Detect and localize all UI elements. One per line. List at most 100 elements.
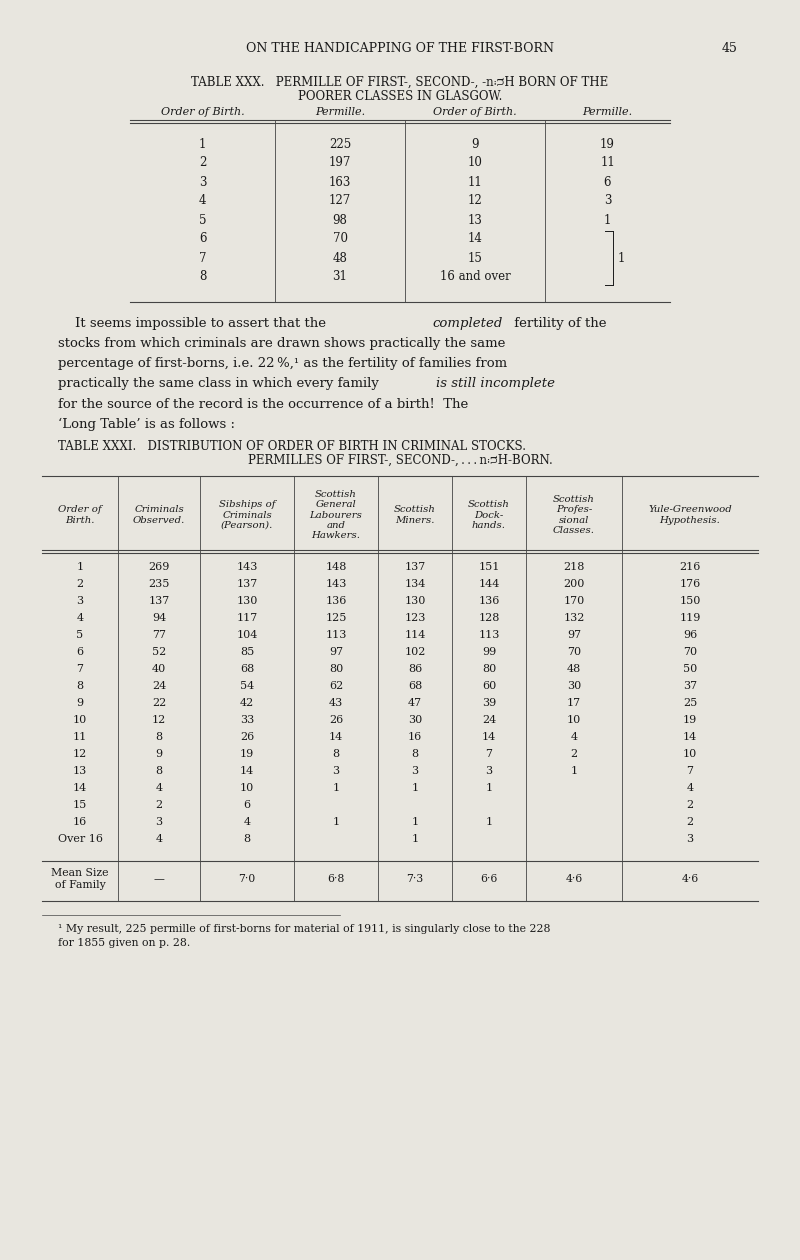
Text: 3: 3: [486, 766, 493, 776]
Text: Order of
Birth.: Order of Birth.: [58, 505, 102, 524]
Text: 97: 97: [329, 646, 343, 656]
Text: 102: 102: [404, 646, 426, 656]
Text: for the source of the record is the occurrence of a birth!  The: for the source of the record is the occu…: [58, 397, 468, 411]
Text: 19: 19: [683, 714, 697, 724]
Text: ¹ My result, 225 permille of first-borns for material of 1911, is singularly clo: ¹ My result, 225 permille of first-borns…: [58, 924, 550, 934]
Text: 6·8: 6·8: [327, 874, 345, 885]
Text: 31: 31: [333, 271, 347, 284]
Text: 6: 6: [604, 175, 611, 189]
Text: 1: 1: [333, 782, 339, 793]
Text: 6: 6: [243, 800, 250, 810]
Text: 1: 1: [77, 562, 83, 572]
Text: 143: 143: [236, 562, 258, 572]
Text: 97: 97: [567, 630, 581, 640]
Text: 40: 40: [152, 664, 166, 674]
Text: 26: 26: [329, 714, 343, 724]
Text: 128: 128: [478, 614, 500, 622]
Text: 113: 113: [478, 630, 500, 640]
Text: 14: 14: [467, 233, 482, 246]
Text: 6·6: 6·6: [480, 874, 498, 885]
Text: 24: 24: [152, 680, 166, 690]
Text: ON THE HANDICAPPING OF THE FIRST-BORN: ON THE HANDICAPPING OF THE FIRST-BORN: [246, 42, 554, 54]
Text: 4: 4: [77, 614, 83, 622]
Text: 10: 10: [567, 714, 581, 724]
Text: Yule-Greenwood
Hypothesis.: Yule-Greenwood Hypothesis.: [648, 505, 732, 524]
Text: 216: 216: [679, 562, 701, 572]
Text: 114: 114: [404, 630, 426, 640]
Text: 2: 2: [199, 156, 206, 170]
Text: 99: 99: [482, 646, 496, 656]
Text: Scottish
Profes-
sional
Classes.: Scottish Profes- sional Classes.: [553, 495, 595, 536]
Text: 10: 10: [73, 714, 87, 724]
Text: 136: 136: [478, 596, 500, 606]
Text: 16: 16: [73, 816, 87, 827]
Text: 68: 68: [240, 664, 254, 674]
Text: 5: 5: [77, 630, 83, 640]
Text: practically the same class in which every family: practically the same class in which ever…: [58, 378, 383, 391]
Text: TABLE XXXI.   DISTRIBUTION OF ORDER OF BIRTH IN CRIMINAL STOCKS.: TABLE XXXI. DISTRIBUTION OF ORDER OF BIR…: [58, 440, 526, 452]
Text: 3: 3: [411, 766, 418, 776]
Text: 24: 24: [482, 714, 496, 724]
Text: 47: 47: [408, 698, 422, 708]
Text: 14: 14: [329, 732, 343, 742]
Text: 143: 143: [326, 580, 346, 588]
Text: 70: 70: [567, 646, 581, 656]
Text: 98: 98: [333, 213, 347, 227]
Text: 62: 62: [329, 680, 343, 690]
Text: TABLE XXX.   PERMILLE OF FIRST-, SECOND-, -nᴞH BORN OF THE: TABLE XXX. PERMILLE OF FIRST-, SECOND-, …: [191, 76, 609, 88]
Text: POORER CLASSES IN GLASGOW.: POORER CLASSES IN GLASGOW.: [298, 89, 502, 102]
Text: 151: 151: [478, 562, 500, 572]
Text: 197: 197: [329, 156, 351, 170]
Text: 1: 1: [411, 834, 418, 844]
Text: 14: 14: [683, 732, 697, 742]
Text: 235: 235: [148, 580, 170, 588]
Text: 3: 3: [155, 816, 162, 827]
Text: 80: 80: [482, 664, 496, 674]
Text: PERMILLES OF FIRST-, SECOND-, . . . nᴞH-BORN.: PERMILLES OF FIRST-, SECOND-, . . . nᴞH-…: [248, 454, 552, 466]
Text: 45: 45: [722, 42, 738, 54]
Text: 33: 33: [240, 714, 254, 724]
Text: 6: 6: [77, 646, 83, 656]
Text: 8: 8: [243, 834, 250, 844]
Text: 70: 70: [683, 646, 697, 656]
Text: 39: 39: [482, 698, 496, 708]
Text: 137: 137: [236, 580, 258, 588]
Text: 132: 132: [563, 614, 585, 622]
Text: 137: 137: [148, 596, 170, 606]
Text: 1: 1: [486, 816, 493, 827]
Text: 86: 86: [408, 664, 422, 674]
Text: percentage of first-borns, i.e. 22 %,¹ as the fertility of families from: percentage of first-borns, i.e. 22 %,¹ a…: [58, 358, 507, 370]
Text: 137: 137: [404, 562, 426, 572]
Text: 50: 50: [683, 664, 697, 674]
Text: 225: 225: [329, 137, 351, 150]
Text: 3: 3: [198, 175, 206, 189]
Text: 1: 1: [333, 816, 339, 827]
Text: 11: 11: [468, 175, 482, 189]
Text: is still incomplete: is still incomplete: [436, 378, 555, 391]
Text: Permille.: Permille.: [582, 107, 633, 117]
Text: 96: 96: [683, 630, 697, 640]
Text: 12: 12: [468, 194, 482, 208]
Text: 68: 68: [408, 680, 422, 690]
Text: 26: 26: [240, 732, 254, 742]
Text: 19: 19: [600, 137, 615, 150]
Text: 15: 15: [467, 252, 482, 265]
Text: 17: 17: [567, 698, 581, 708]
Text: 117: 117: [236, 614, 258, 622]
Text: Criminals
Observed.: Criminals Observed.: [133, 505, 185, 524]
Text: 10: 10: [240, 782, 254, 793]
Text: 11: 11: [600, 156, 615, 170]
Text: Order of Birth.: Order of Birth.: [161, 107, 244, 117]
Text: 80: 80: [329, 664, 343, 674]
Text: 127: 127: [329, 194, 351, 208]
Text: 12: 12: [73, 748, 87, 759]
Text: 125: 125: [326, 614, 346, 622]
Text: 14: 14: [73, 782, 87, 793]
Text: ‘Long Table’ is as follows :: ‘Long Table’ is as follows :: [58, 417, 235, 431]
Text: 6: 6: [198, 233, 206, 246]
Text: 8: 8: [155, 732, 162, 742]
Text: 9: 9: [471, 137, 478, 150]
Text: 4: 4: [198, 194, 206, 208]
Text: Scottish
Dock-
hands.: Scottish Dock- hands.: [468, 500, 510, 530]
Text: 9: 9: [155, 748, 162, 759]
